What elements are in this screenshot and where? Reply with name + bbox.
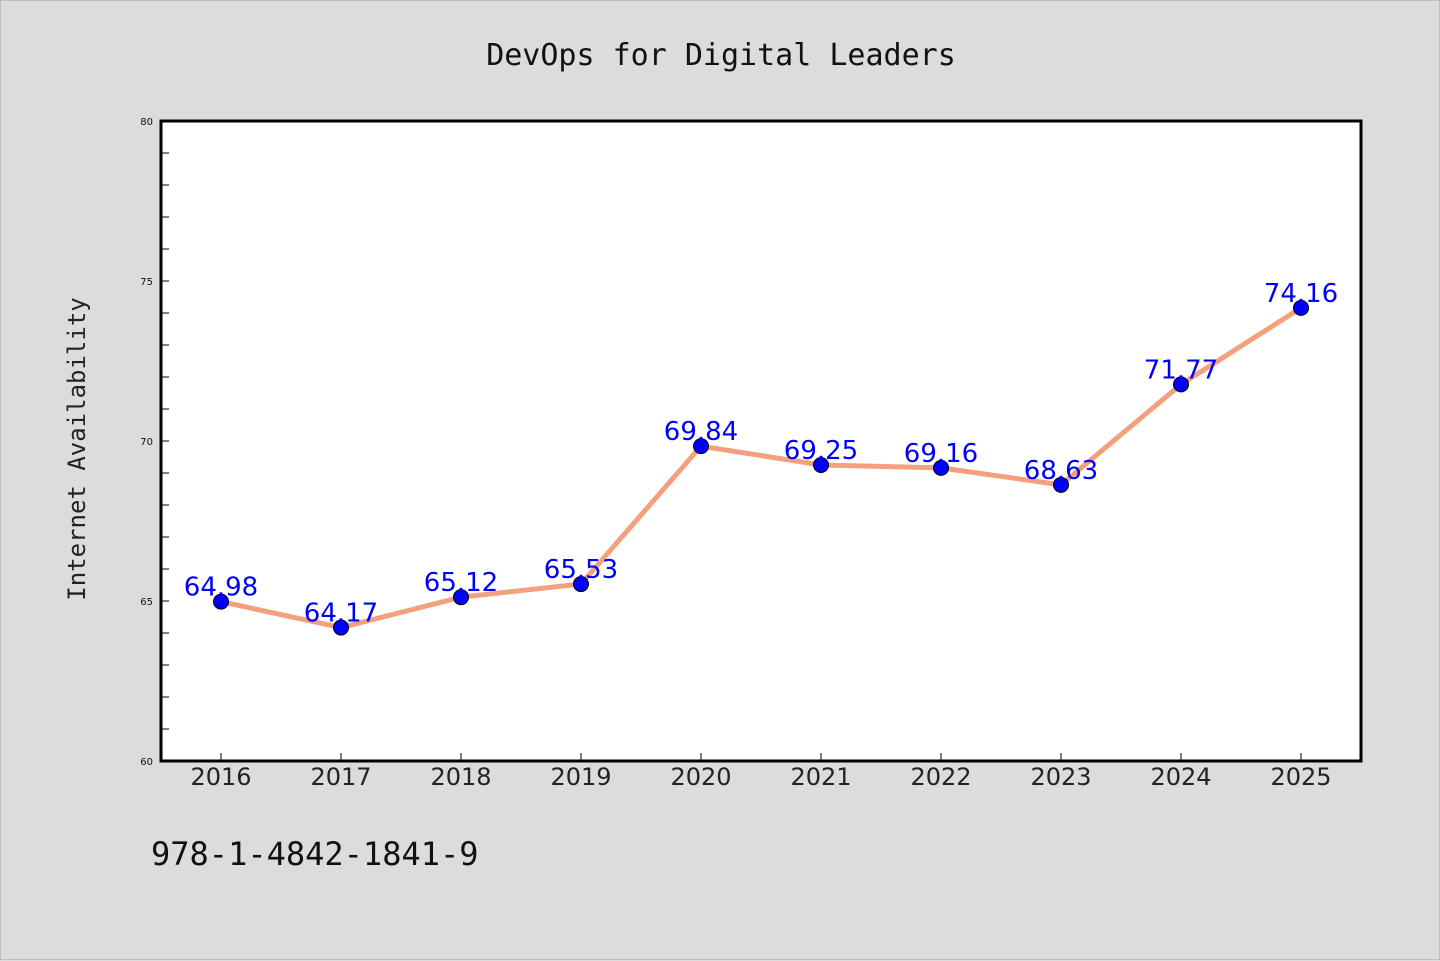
x-tick-label: 2021 (790, 763, 851, 791)
plot-frame (159, 119, 1363, 763)
data-point (813, 457, 829, 473)
data-point (1053, 476, 1069, 493)
data-label: 68.63 (1024, 456, 1098, 486)
y-tick-label: 70 (140, 437, 153, 448)
data-points (213, 299, 1309, 636)
data-point (933, 459, 949, 476)
data-point (573, 576, 589, 593)
y-tick-label: 60 (140, 757, 153, 768)
x-tick-label: 2024 (1150, 763, 1211, 791)
x-tick-label: 2025 (1270, 763, 1331, 791)
data-label: 69.84 (664, 417, 738, 447)
data-point (453, 589, 469, 606)
data-label: 64.98 (184, 573, 258, 603)
series-line (218, 305, 1304, 631)
data-label: 71.77 (1144, 355, 1218, 385)
data-point (1293, 299, 1309, 316)
data-label: 65.53 (544, 555, 618, 585)
y-tick-label: 65 (140, 597, 153, 608)
data-point (213, 593, 229, 610)
x-tick-label: 2018 (430, 763, 491, 791)
x-tick-label: 2020 (670, 763, 731, 791)
data-point (1173, 376, 1189, 393)
x-tick-label: 2017 (310, 763, 371, 791)
data-label: 69.25 (784, 436, 858, 466)
data-label: 64.17 (304, 599, 378, 629)
data-label: 74.16 (1264, 279, 1338, 309)
data-label: 69.16 (904, 439, 978, 469)
y-axis-label: Internet Availability (63, 297, 91, 600)
x-axis-ticks: 2016 2017 2018 2019 2020 2021 2022 2023 2024 2025 (190, 753, 1332, 791)
data-label: 65.12 (424, 568, 498, 598)
x-tick-label: 2019 (550, 763, 611, 791)
data-point (333, 619, 349, 636)
isbn-text: 978-1-4842-1841-9 (151, 835, 479, 873)
plot-area (161, 121, 1361, 761)
y-tick-label: 75 (140, 277, 153, 288)
x-tick-label: 2016 (190, 763, 251, 791)
data-point (693, 438, 709, 455)
chart-title: DevOps for Digital Leaders (486, 38, 956, 73)
y-tick-label: 80 (140, 117, 153, 128)
x-tick-label: 2022 (910, 763, 971, 791)
x-tick-label: 2023 (1030, 763, 1091, 791)
data-labels: 64.98 64.17 65.12 65.53 69.84 69.25 69.16 68.63… (184, 279, 1338, 629)
